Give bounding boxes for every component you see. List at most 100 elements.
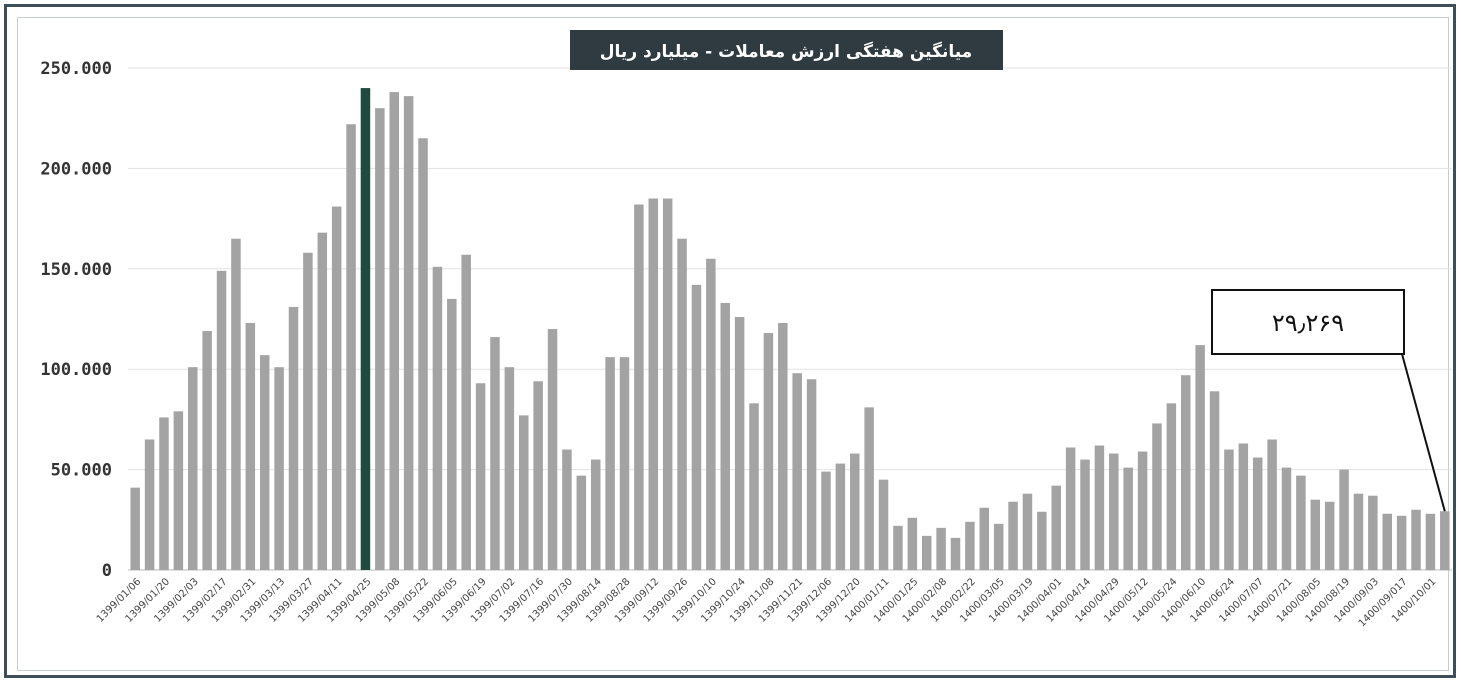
bar [792, 373, 802, 570]
bar [778, 323, 788, 570]
bar [1324, 501, 1335, 570]
bar [993, 523, 1004, 570]
bar [1310, 499, 1321, 570]
bar [619, 357, 630, 570]
bar [360, 88, 371, 570]
callout-leader-line [1401, 353, 1446, 512]
bar [461, 254, 471, 570]
bar [677, 238, 687, 570]
bar [303, 252, 313, 570]
bar [173, 411, 184, 570]
bar [950, 537, 961, 570]
bar [648, 198, 659, 570]
callout-value: ۲۹٫۲۶۹ [1272, 309, 1344, 337]
bar [936, 527, 946, 570]
bar [907, 517, 918, 570]
bar [921, 535, 932, 570]
bar [763, 333, 774, 570]
bar [1209, 391, 1220, 570]
bar [202, 331, 212, 570]
bar [231, 238, 241, 570]
bar [1296, 475, 1306, 570]
bar [821, 471, 831, 570]
bar [1425, 513, 1436, 570]
bar [389, 92, 399, 570]
bar [1065, 447, 1076, 570]
bar [835, 463, 846, 570]
bar [533, 381, 543, 570]
y-tick-label: 250.000 [40, 59, 112, 79]
bar [1080, 459, 1090, 570]
bar [634, 204, 644, 570]
bar [749, 403, 759, 570]
bar [1022, 493, 1033, 570]
chart-title-group: میانگین هفتگی ارزش معاملات - میلیارد ریا… [570, 30, 1003, 70]
bar [1008, 501, 1018, 570]
bar [1195, 345, 1205, 570]
bar [1440, 511, 1450, 570]
bar [130, 487, 140, 570]
bar [403, 96, 414, 570]
bar [1267, 439, 1277, 570]
bar [1411, 509, 1421, 570]
bar [432, 266, 443, 570]
bar [806, 379, 817, 570]
y-tick-label: 100.000 [40, 360, 112, 380]
bar [1224, 449, 1234, 570]
bar [519, 415, 529, 570]
bar [1281, 467, 1292, 570]
bar [1123, 467, 1133, 570]
bar [447, 298, 457, 570]
chart-inner-border [17, 17, 1449, 671]
bar [504, 367, 515, 570]
bar [605, 357, 615, 570]
bar [346, 124, 356, 570]
y-tick-label: 150.000 [40, 260, 112, 280]
bar [720, 302, 730, 570]
bar [317, 232, 328, 570]
bar [188, 367, 198, 570]
bar [1339, 469, 1349, 570]
bar [1109, 453, 1119, 570]
bar [1353, 493, 1364, 570]
bar-series [130, 88, 1450, 570]
chart-title: میانگین هفتگی ارزش معاملات - میلیارد ریا… [600, 41, 972, 62]
bar [475, 383, 486, 570]
bar [706, 258, 716, 570]
bar [864, 407, 874, 570]
bar [590, 459, 601, 570]
bar [1094, 445, 1105, 570]
bar [245, 323, 256, 570]
bar [288, 306, 299, 570]
bar [1252, 457, 1263, 570]
bar [1238, 443, 1249, 570]
bar [1382, 513, 1392, 570]
bar [1396, 515, 1407, 570]
x-axis-ticks: 1399/01/061399/01/201399/02/031399/02/17… [95, 576, 1439, 629]
bar [159, 417, 169, 570]
bar [662, 198, 673, 570]
bar [1152, 423, 1162, 570]
bar [562, 449, 572, 570]
bar [576, 475, 587, 570]
bar [418, 138, 428, 570]
y-tick-label: 200.000 [40, 159, 112, 179]
chart-title-box [570, 30, 1003, 70]
bar [331, 206, 342, 570]
annotation-callout: ۲۹٫۲۶۹ [1211, 289, 1446, 512]
bar [490, 337, 500, 570]
bar [979, 507, 990, 570]
y-axis-ticks: 0 50.000 100.000 150.000 200.000 250.000 [40, 59, 112, 581]
bar [1166, 403, 1177, 570]
y-tick-label: 50.000 [51, 461, 112, 481]
callout-box [1211, 289, 1405, 355]
bar [1037, 511, 1047, 570]
bar [1368, 495, 1378, 570]
bar [1181, 375, 1191, 570]
bar [375, 108, 385, 570]
bar [274, 367, 284, 570]
bar [893, 525, 903, 570]
bar [1137, 451, 1148, 570]
bar [850, 453, 860, 570]
